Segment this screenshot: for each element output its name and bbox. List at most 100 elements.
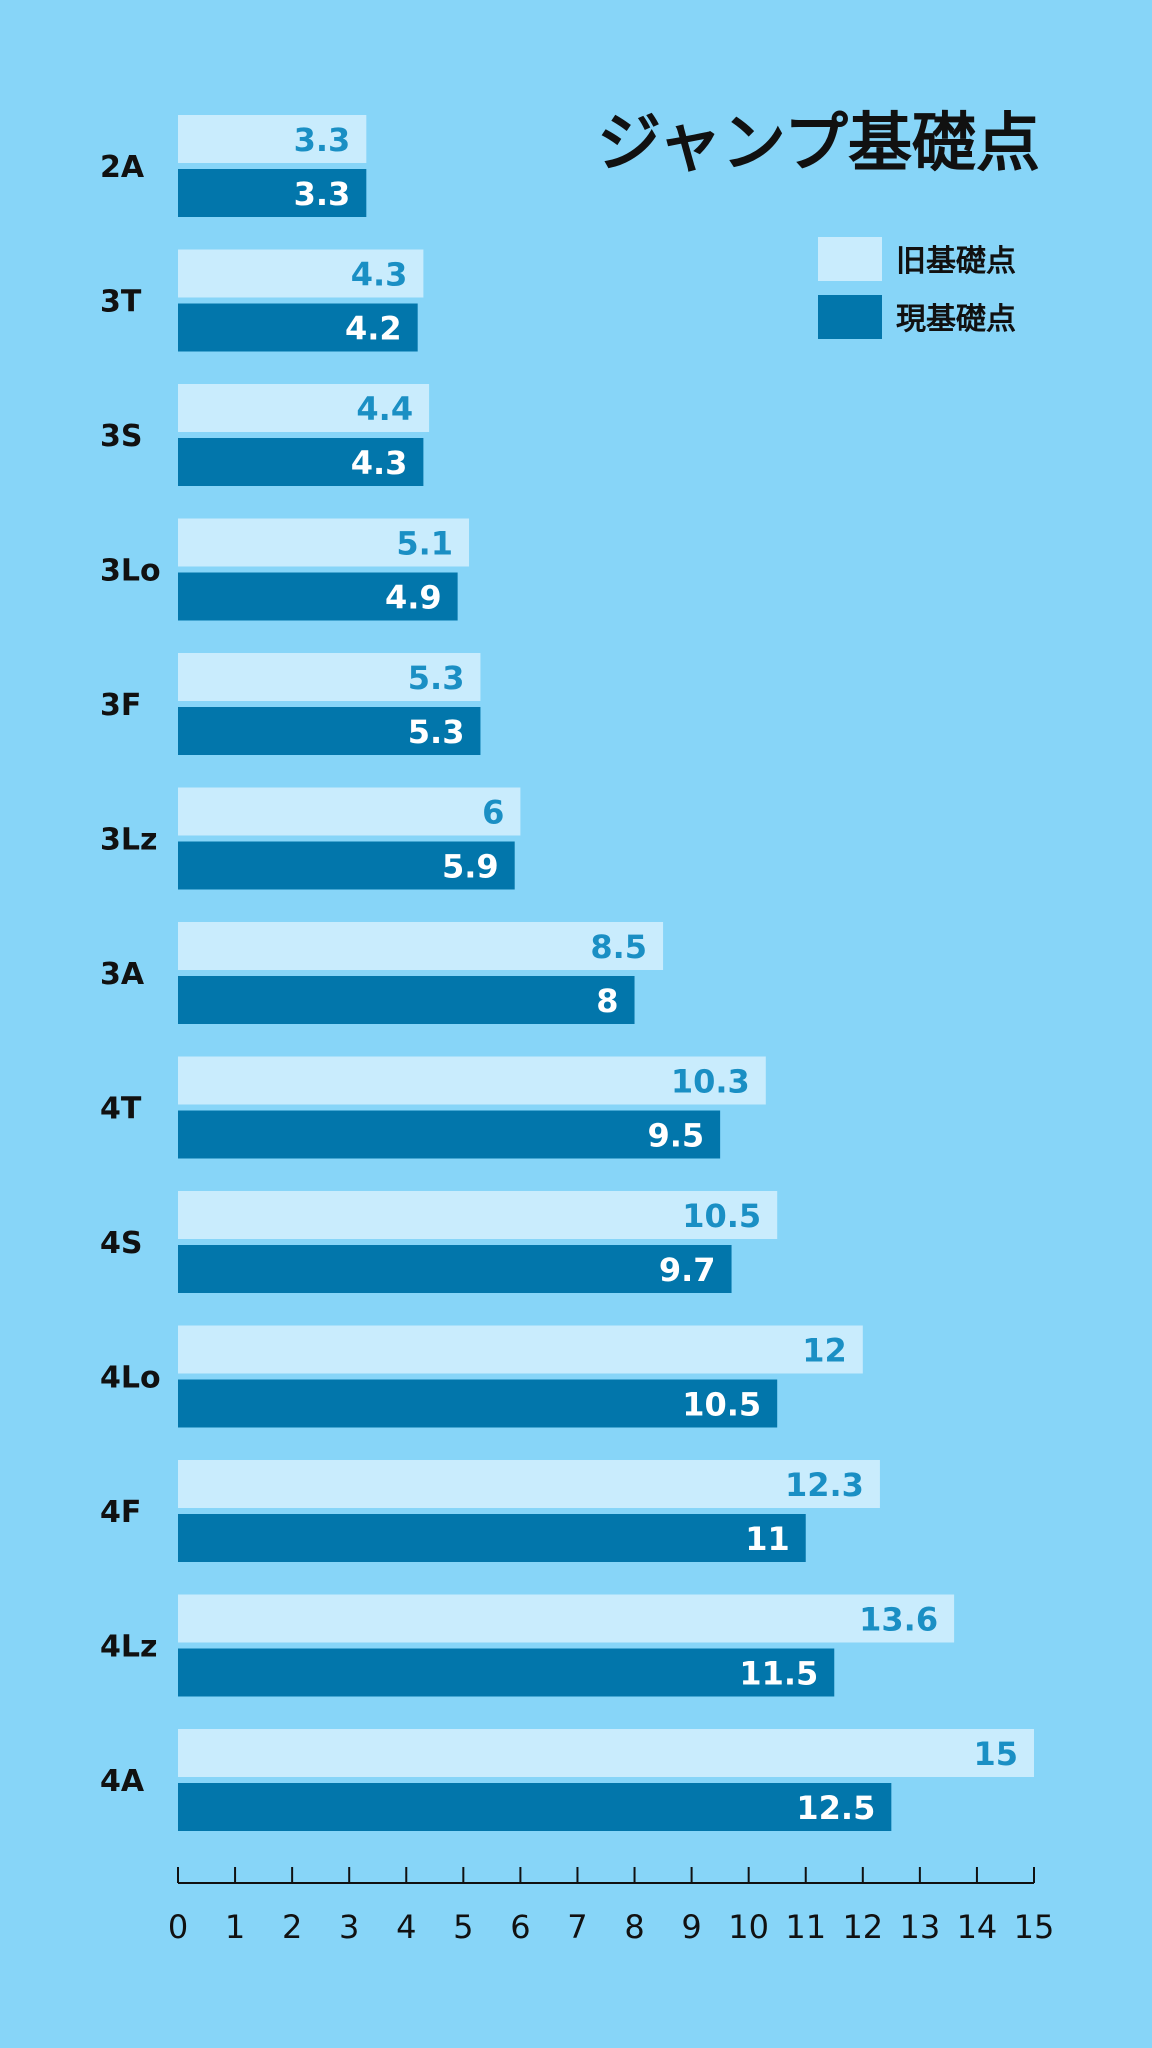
- chart-title: ジャンプ基礎点: [597, 107, 1040, 181]
- value-label-old: 5.3: [408, 659, 465, 697]
- bar-old-4lz: [178, 1594, 955, 1643]
- category-group-3s: 3S 4.4 4.3: [100, 384, 430, 486]
- x-tick-label: 7: [567, 1908, 587, 1946]
- category-label: 3A: [100, 957, 145, 992]
- bar-old-3f: [178, 653, 481, 701]
- category-group-2a: 2A 3.3 3.3: [100, 115, 367, 217]
- x-tick-label: 14: [957, 1908, 998, 1946]
- category-group-4f: 4F 12.3 11: [100, 1460, 880, 1562]
- bar-old-3a: [178, 922, 664, 970]
- category-label: 3F: [100, 688, 141, 723]
- category-group-4lz: 4Lz 13.6 11.5: [100, 1594, 955, 1697]
- value-label-new: 9.5: [647, 1117, 704, 1155]
- x-axis: 0 1 2 3 4 5 6 7 8 9 10 11 12 13 14 15: [168, 1867, 1055, 1946]
- value-label-old: 10.5: [682, 1197, 761, 1235]
- bar-old-4s: [178, 1191, 778, 1239]
- bar-new-4lz: [178, 1648, 835, 1697]
- x-tick-label: 9: [681, 1908, 701, 1946]
- bar-new-4t: [178, 1110, 721, 1159]
- bar-old-2a: [178, 115, 367, 163]
- category-group-4lo: 4Lo 12 10.5: [100, 1325, 863, 1428]
- category-group-3t: 3T 4.3 4.2: [100, 249, 424, 352]
- category-group-4a: 4A 15 12.5: [100, 1729, 1034, 1831]
- category-label: 4S: [100, 1226, 142, 1261]
- value-label-new: 9.7: [659, 1251, 716, 1289]
- x-tick-label: 8: [624, 1908, 644, 1946]
- category-label: 2A: [100, 150, 145, 185]
- category-label: 3Lo: [100, 554, 161, 589]
- value-label-new: 4.9: [385, 579, 442, 617]
- value-label-new: 11: [745, 1520, 790, 1558]
- value-label-old: 5.1: [396, 525, 453, 563]
- value-label-new: 11.5: [739, 1655, 818, 1693]
- category-label: 3S: [100, 419, 142, 454]
- bar-old-3t: [178, 249, 424, 298]
- value-label-old: 13.6: [859, 1601, 938, 1639]
- x-tick-label: 3: [339, 1908, 359, 1946]
- x-tick-label: 5: [453, 1908, 473, 1946]
- x-tick-label: 13: [900, 1908, 941, 1946]
- category-group-4t: 4T 10.3 9.5: [100, 1056, 766, 1159]
- x-tick-label: 0: [168, 1908, 188, 1946]
- category-group-4s: 4S 10.5 9.7: [100, 1191, 778, 1293]
- legend-swatch-new: [818, 295, 882, 339]
- category-group-3a: 3A 8.5 8: [100, 922, 664, 1024]
- x-tick-label: 11: [785, 1908, 826, 1946]
- value-label-new: 12.5: [796, 1789, 875, 1827]
- bar-new-3lz: [178, 841, 515, 890]
- bar-old-4lo: [178, 1325, 863, 1374]
- value-label-new: 4.2: [345, 310, 402, 348]
- bars-layer: 2A 3.3 3.3 3T 4.3 4.2 3S 4.4 4.3 3Lo 5.1 4.9 3F 5.3 5.…: [100, 115, 1034, 1831]
- bar-new-3a: [178, 976, 635, 1024]
- value-label-new: 10.5: [682, 1386, 761, 1424]
- x-tick-label: 4: [396, 1908, 416, 1946]
- legend-swatch-old: [818, 237, 882, 281]
- legend: 旧基礎点 現基礎点: [818, 237, 1016, 339]
- bar-old-3lo: [178, 518, 470, 567]
- bar-old-4a: [178, 1729, 1034, 1777]
- bar-new-4a: [178, 1783, 892, 1831]
- category-label: 3T: [100, 285, 142, 320]
- value-label-new: 3.3: [294, 175, 351, 213]
- value-label-new: 5.9: [442, 848, 499, 886]
- x-tick-label: 10: [728, 1908, 769, 1946]
- category-label: 4A: [100, 1764, 145, 1799]
- legend-label-new: 現基礎点: [896, 302, 1016, 337]
- value-label-old: 12.3: [785, 1466, 864, 1504]
- bar-new-3s: [178, 438, 424, 486]
- value-label-old: 8.5: [590, 928, 647, 966]
- value-label-old: 10.3: [671, 1063, 750, 1101]
- category-label: 4Lz: [100, 1630, 157, 1665]
- bar-old-4f: [178, 1460, 880, 1508]
- category-label: 3Lz: [100, 823, 157, 858]
- bar-new-4s: [178, 1245, 732, 1293]
- value-label-old: 4.4: [356, 390, 413, 428]
- value-label-new: 4.3: [351, 444, 408, 482]
- category-group-3lo: 3Lo 5.1 4.9: [100, 518, 470, 621]
- bar-old-3s: [178, 384, 430, 432]
- category-label: 4F: [100, 1495, 141, 1530]
- legend-label-old: 旧基礎点: [896, 244, 1016, 279]
- bar-old-4t: [178, 1056, 766, 1105]
- value-label-old: 4.3: [351, 256, 408, 294]
- bar-new-3lo: [178, 572, 458, 621]
- bar-old-3lz: [178, 787, 521, 836]
- bar-new-3f: [178, 707, 481, 755]
- bar-new-3t: [178, 303, 418, 352]
- x-tick-label: 1: [225, 1908, 245, 1946]
- category-group-3lz: 3Lz 6 5.9: [100, 787, 521, 890]
- category-group-3f: 3F 5.3 5.3: [100, 653, 481, 755]
- bar-new-2a: [178, 169, 367, 217]
- value-label-old: 6: [482, 794, 504, 832]
- x-tick-label: 6: [510, 1908, 530, 1946]
- category-label: 4T: [100, 1092, 142, 1127]
- value-label-new: 5.3: [408, 713, 465, 751]
- value-label-old: 15: [973, 1735, 1018, 1773]
- bar-new-4lo: [178, 1379, 778, 1428]
- x-tick-label: 2: [282, 1908, 302, 1946]
- x-tick-label: 15: [1014, 1908, 1055, 1946]
- value-label-new: 8: [596, 982, 618, 1020]
- value-label-old: 12: [802, 1332, 847, 1370]
